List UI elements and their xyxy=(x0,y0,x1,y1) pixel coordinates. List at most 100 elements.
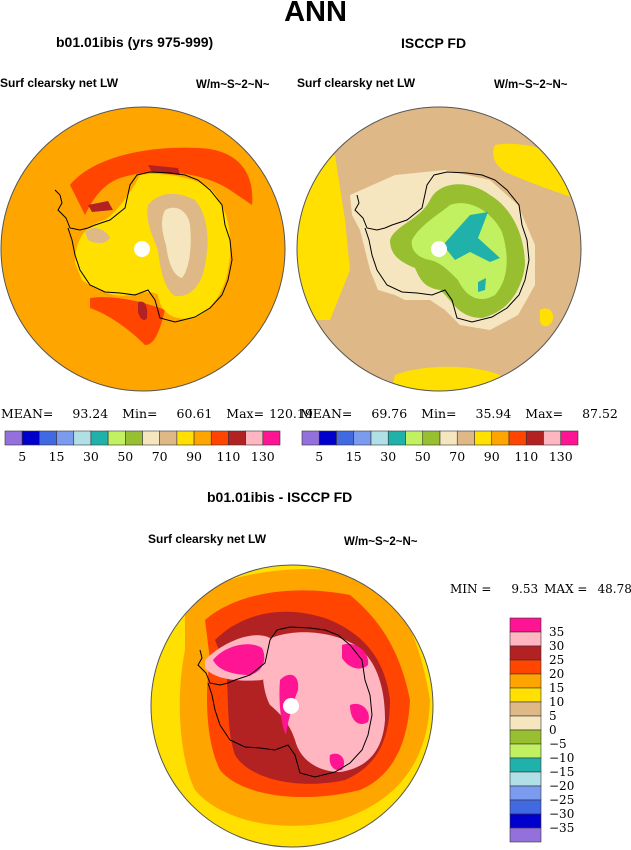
panel1-pole-mask xyxy=(134,241,150,257)
colorbar-tick-label: 25 xyxy=(549,653,564,667)
panel1-contour-region xyxy=(88,201,113,212)
colorbar-tick-label: 130 xyxy=(549,449,573,464)
panel3-contour-region xyxy=(213,644,265,675)
colorbar-swatch xyxy=(176,430,195,446)
colorbar-swatch xyxy=(439,430,458,446)
colorbar-swatch xyxy=(525,430,544,446)
colorbar-tick-label: 70 xyxy=(152,449,168,464)
colorbar-swatch xyxy=(508,430,527,446)
panel3-contour-region xyxy=(329,753,345,771)
panel2-variable-label: Surf clearsky net LW xyxy=(297,76,416,90)
colorbar-swatch xyxy=(509,827,542,843)
panel2-contour-region xyxy=(297,155,350,320)
panel1-contour-region xyxy=(85,228,110,244)
panel1-colorbar: 5 15 30 50 70 90 110 130 xyxy=(4,430,281,464)
colorbar-tick-label: 5 xyxy=(549,709,557,723)
panel2-max-value: 87.52 xyxy=(582,406,618,421)
panel3-title: b01.01ibis - ISCCP FD xyxy=(207,489,353,505)
colorbar-swatch xyxy=(193,430,212,446)
colorbar-swatch xyxy=(142,430,160,446)
colorbar-tick-label: 0 xyxy=(549,723,557,737)
colorbar-swatch xyxy=(509,785,542,801)
colorbar-swatch xyxy=(509,715,542,731)
colorbar-swatch xyxy=(509,673,542,689)
colorbar-swatch xyxy=(318,430,337,446)
panel1-title: b01.01ibis (yrs 975-999) xyxy=(56,34,214,50)
colorbar-tick-label: 110 xyxy=(514,449,538,464)
panel2-mean-label: MEAN= xyxy=(300,406,353,421)
colorbar-swatch xyxy=(509,757,542,773)
colorbar-swatch xyxy=(4,430,23,446)
colorbar-swatch xyxy=(509,813,542,829)
panel2-pole-mask xyxy=(431,241,447,257)
panel2-units-label: W/m~S~2~N~ xyxy=(494,79,568,91)
colorbar-swatch xyxy=(228,430,246,446)
colorbar-swatch xyxy=(21,430,40,446)
panel3-max-label: MAX = xyxy=(544,582,588,596)
colorbar-swatch xyxy=(353,430,372,446)
panel3-pole-mask xyxy=(283,698,299,714)
colorbar-tick-label: 15 xyxy=(346,449,362,464)
panel3-map-border xyxy=(150,564,434,848)
panel1-coastline xyxy=(54,171,233,323)
colorbar-swatch xyxy=(90,430,109,446)
colorbar-swatch xyxy=(509,645,542,661)
colorbar-swatch xyxy=(125,430,143,446)
colorbar-swatch xyxy=(509,617,542,633)
panel2-colorbar: 5 15 30 50 70 90 110 130 xyxy=(301,430,579,464)
colorbar-swatch xyxy=(509,687,542,703)
colorbar-tick-label: 15 xyxy=(49,449,65,464)
colorbar-tick-label: 15 xyxy=(549,681,564,695)
panel1-mean-value: 93.24 xyxy=(72,406,109,421)
panel2-min-value: 35.94 xyxy=(475,406,512,421)
colorbar-tick-label: 110 xyxy=(217,449,241,464)
colorbar-swatch xyxy=(509,743,542,759)
panel1-units-label: W/m~S~2~N~ xyxy=(196,79,270,91)
panel2-stats: MEAN= 69.76 Min= 35.94 Max= 87.52 xyxy=(300,406,618,421)
colorbar-swatch xyxy=(262,430,281,446)
panel2-map-border xyxy=(296,106,582,392)
colorbar-tick-label: 70 xyxy=(449,449,465,464)
panel2-contour-region xyxy=(478,278,486,292)
panel1-variable-label: Surf clearsky net LW xyxy=(0,76,119,90)
colorbar-swatch xyxy=(509,799,542,815)
colorbar-tick-label: −25 xyxy=(549,793,574,807)
panel2-map xyxy=(297,107,581,391)
colorbar-tick-label: 30 xyxy=(83,449,99,464)
colorbar-tick-label: −10 xyxy=(549,751,574,765)
panel3-stats: MIN = 9.53 MAX = 48.78 xyxy=(450,582,631,596)
panel3-coastline xyxy=(197,626,373,778)
panel1-map xyxy=(1,107,285,391)
panel3-contour-region xyxy=(350,703,369,725)
colorbar-swatch xyxy=(159,430,178,446)
panel2-contour-region xyxy=(443,212,500,262)
panel1-contour-region xyxy=(70,147,253,215)
colorbar-tick-label: 5 xyxy=(315,449,323,464)
colorbar-tick-label: −20 xyxy=(549,779,574,793)
colorbar-swatch xyxy=(301,430,320,446)
colorbar-swatch xyxy=(509,771,542,787)
colorbar-tick-label: 30 xyxy=(549,639,564,653)
colorbar-swatch xyxy=(56,430,75,446)
panel1-contour-region xyxy=(162,207,191,278)
colorbar-tick-label: −15 xyxy=(549,765,574,779)
panel1-map-border xyxy=(0,106,286,392)
panel3-min-label: MIN = xyxy=(450,582,492,596)
colorbar-swatch xyxy=(336,430,355,446)
colorbar-swatch xyxy=(509,729,542,745)
colorbar-swatch xyxy=(509,701,542,717)
colorbar-swatch xyxy=(387,430,406,446)
colorbar-tick-label: 20 xyxy=(549,667,564,681)
panel1-contour-region xyxy=(148,165,180,175)
panel1-stats: MEAN= 93.24 Min= 60.61 Max= 120.19 xyxy=(1,406,313,421)
panel2-min-label: Min= xyxy=(421,406,457,421)
figure-title: ANN xyxy=(284,0,347,28)
colorbar-tick-label: 10 xyxy=(549,695,564,709)
panel2-contour-region xyxy=(390,366,500,391)
colorbar-swatch xyxy=(422,430,441,446)
colorbar-swatch xyxy=(39,430,57,446)
colorbar-tick-label: 50 xyxy=(415,449,431,464)
panel1-min-value: 60.61 xyxy=(176,406,213,421)
